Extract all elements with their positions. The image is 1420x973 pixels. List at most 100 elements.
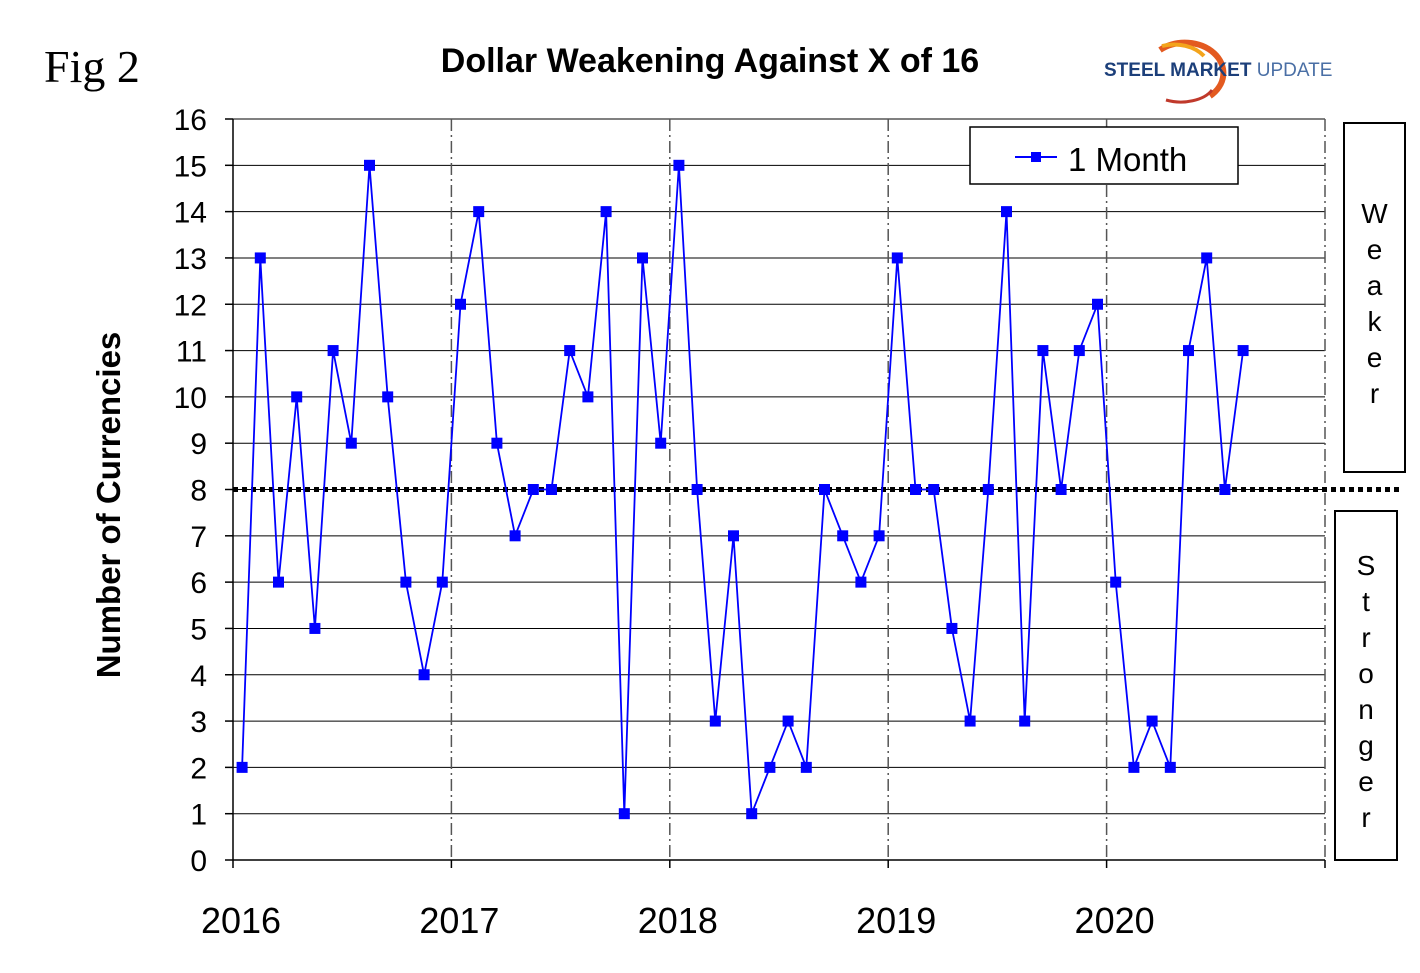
data-point-marker [1092,298,1103,310]
y-tick-label: 15 [174,150,207,183]
figure-label: Fig 2 [44,41,140,92]
x-tick-label: 2017 [419,900,499,941]
data-point-marker [291,391,303,403]
data-point-marker [728,530,739,542]
data-point-marker [1237,345,1249,357]
y-tick-label: 0 [190,845,207,878]
y-tick-label: 1 [190,799,207,832]
side-letter: e [1366,234,1383,265]
steel-market-update-logo: STEEL MARKET UPDATE [1100,38,1340,108]
legend-marker-icon [1031,152,1041,162]
legend-box [969,126,1239,185]
data-point-marker [764,761,776,773]
side-letter: r [1369,378,1380,409]
data-point-marker [655,437,667,449]
data-point-marker [327,345,339,357]
series-line [241,165,1244,815]
data-point-marker [946,622,958,634]
data-point-marker [509,530,521,542]
y-tick-label: 7 [190,521,207,554]
side-letter: S [1356,550,1376,581]
legend-series-label: 1 Month [1068,141,1187,178]
data-point-marker [273,576,284,588]
axes [225,118,1326,868]
data-point-marker [345,437,357,449]
data-point-marker [1055,484,1067,495]
data-point-marker [637,252,648,264]
side-letter: k [1367,306,1382,337]
data-point-marker [855,576,867,588]
side-letter: e [1358,766,1374,797]
y-tick-label: 9 [190,428,207,461]
y-tick-label: 6 [190,567,207,600]
data-point-marker [436,576,448,588]
data-point-marker [782,715,794,727]
data-point-marker [982,484,994,495]
year-separator-lines [450,119,1326,860]
data-point-marker [254,252,266,264]
logo-text-light: UPDATE [1251,60,1333,81]
y-tick-label: 2 [190,752,207,785]
data-point-marker [910,484,921,495]
x-tick-label: 2016 [201,900,281,941]
y-tick-label: 16 [174,104,207,137]
logo-text: STEEL MARKET UPDATE [1104,60,1332,82]
data-point-marker [1201,252,1213,264]
data-point-marker [964,715,976,727]
legend: 1 Month [969,126,1239,185]
y-tick-label: 14 [174,197,207,230]
data-point-marker [1128,761,1140,773]
side-letter: a [1366,270,1383,301]
data-point-marker [618,808,630,820]
data-point-marker [491,437,503,449]
data-point-marker [1037,345,1049,357]
data-point-marker [928,484,940,495]
data-point-marker [400,576,412,588]
data-point-marker [1019,715,1031,727]
y-tick-label: 5 [190,613,207,646]
x-tick-label: 2018 [638,900,718,941]
data-point-marker [1146,715,1158,727]
data-point-marker [236,761,248,773]
data-point-marker [1183,345,1194,357]
data-point-marker [819,484,830,495]
y-axis-label: Number of Currencies [90,332,127,679]
data-point-marker [382,391,394,403]
logo-text-bold: STEEL MARKET [1104,60,1252,81]
chart-title: Dollar Weakening Against X of 16 [440,42,980,80]
side-letter: W [1361,198,1388,229]
data-point-marker [309,622,321,634]
data-point-marker [1001,206,1012,218]
data-point-marker [364,159,375,171]
data-point-marker [837,530,849,542]
side-letter: e [1366,342,1383,373]
data-point-marker [418,669,430,681]
side-letter: g [1358,730,1374,761]
y-tick-label: 3 [190,706,207,739]
data-point-marker [600,206,612,218]
data-point-marker [546,484,557,495]
data-point-marker [873,530,885,542]
data-point-marker [709,715,721,727]
data-point-marker [746,808,758,820]
x-tick-label: 2019 [856,900,936,941]
data-point-marker [673,159,685,171]
data-point-marker [527,484,539,495]
y-tick-label: 11 [176,336,207,369]
side-letter: t [1362,586,1370,617]
side-letter: r [1361,802,1371,833]
data-point-marker [1073,345,1085,357]
data-point-marker [1110,576,1122,588]
data-point-marker [691,484,703,495]
data-point-marker [800,761,812,773]
y-tick-label: 8 [190,475,207,508]
y-tick-label: 13 [174,243,207,276]
data-point-marker [582,391,594,403]
data-point-marker [891,252,903,264]
side-letter: n [1358,694,1374,725]
y-tick-label: 4 [190,660,207,693]
